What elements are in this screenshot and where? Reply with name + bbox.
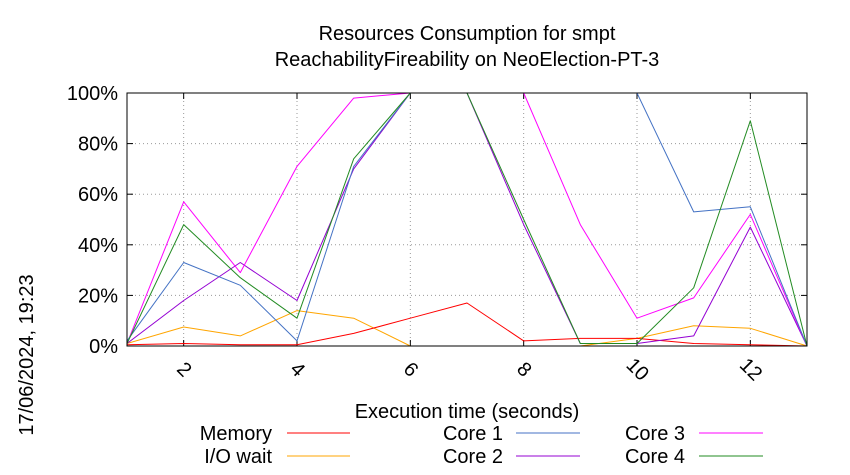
series-line-core-1 [126,92,808,347]
series-line-core-4 [126,92,808,347]
x-axis-title: Execution time (seconds) [355,401,580,423]
chart-title: Resources Consumption for smpt [319,23,616,45]
x-tick-labels: 2 4 6 8 10 12 [172,354,766,385]
legend-label: Core 4 [625,446,685,468]
y-tick-labels: 0% 20% 40% 60% 80% 100% [67,83,118,358]
x-tick-label: 2 [172,358,195,381]
y-tick-label: 0% [89,336,118,358]
legend-label: I/O wait [204,446,272,468]
x-tick-label: 6 [399,358,422,381]
series-line-memory [126,302,808,347]
y-tick-label: 40% [78,235,118,257]
y-tick-label: 60% [78,184,118,206]
series-lines [126,92,808,347]
legend-label: Core 1 [443,423,503,445]
x-tick-label: 8 [512,358,535,381]
chart-subtitle: ReachabilityFireability on NeoElection-P… [275,49,660,71]
x-tick-label: 12 [735,354,766,385]
plot-frame [126,92,808,347]
legend-label: Memory [200,423,272,445]
series-line-core-2 [126,92,808,347]
timestamp-label: 17/06/2024, 19:23 [16,274,38,435]
legend-label: Core 2 [443,446,503,468]
y-tick-label: 100% [67,83,118,105]
x-tick-label: 4 [286,358,309,381]
grid-lines [127,92,807,347]
y-tick-label: 80% [78,134,118,156]
x-tick-label: 10 [622,354,653,385]
series-line-i-o-wait [126,310,808,347]
y-tick-label: 20% [78,285,118,307]
legend-label: Core 3 [625,423,685,445]
series-line-core-3 [126,92,808,347]
